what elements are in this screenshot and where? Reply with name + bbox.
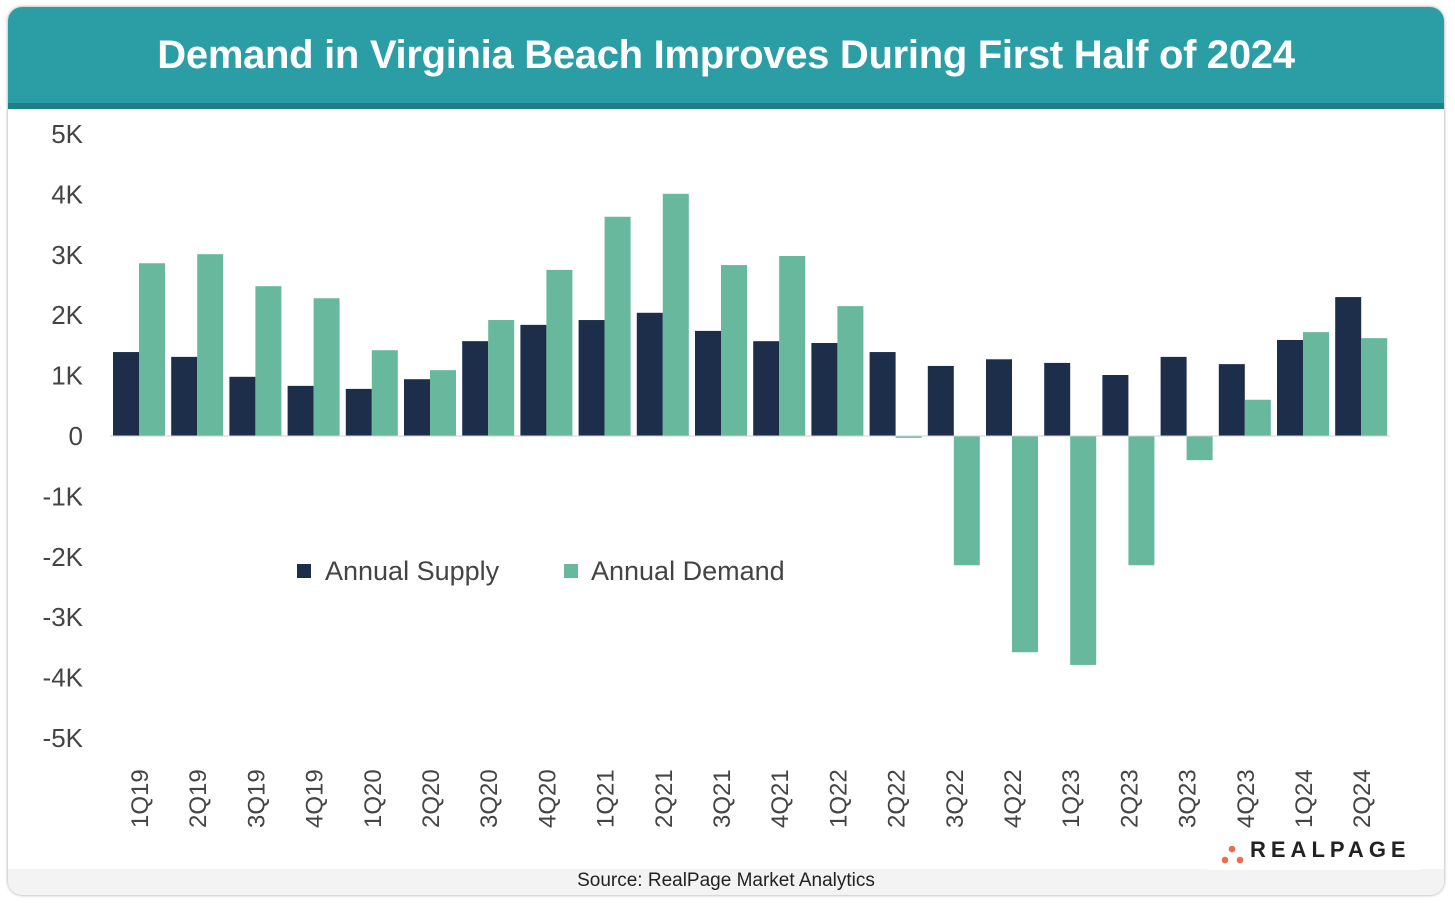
- y-tick-label: 0: [69, 421, 83, 451]
- bar-demand: [721, 265, 747, 436]
- bar-demand: [1012, 436, 1038, 653]
- x-tick-label: 3Q20: [476, 769, 503, 828]
- bar-demand: [1244, 399, 1271, 436]
- x-tick-label: 4Q23: [1233, 769, 1260, 828]
- bar-demand: [255, 286, 282, 436]
- y-tick-label: 5K: [51, 119, 83, 149]
- bar-supply: [869, 352, 896, 436]
- bar-supply: [1102, 374, 1129, 436]
- bar-demand: [197, 254, 224, 436]
- y-tick-label: 3K: [51, 240, 83, 270]
- x-tick-label: 1Q23: [1058, 769, 1085, 828]
- x-tick-label: 2Q19: [185, 769, 212, 828]
- bar-demand: [546, 269, 573, 436]
- y-tick-label: 1K: [51, 361, 83, 391]
- x-tick-label: 1Q24: [1291, 769, 1318, 828]
- bar-demand: [1186, 436, 1213, 461]
- x-tick-label: 2Q23: [1116, 769, 1143, 828]
- bar-supply: [1277, 339, 1303, 436]
- bar-supply: [1044, 362, 1071, 436]
- y-tick-label: -2K: [43, 542, 84, 572]
- bar-demand: [604, 216, 631, 436]
- y-tick-label: -5K: [43, 723, 84, 753]
- bar-demand: [1361, 338, 1388, 436]
- bar-supply: [753, 341, 780, 436]
- x-tick-label: 3Q21: [709, 769, 736, 828]
- bar-demand: [430, 370, 456, 436]
- bar-demand: [953, 436, 980, 566]
- logo-dots-icon: [1221, 845, 1244, 864]
- y-tick-label: 4K: [51, 179, 83, 209]
- x-tick-label: 2Q20: [418, 769, 445, 828]
- bar-supply: [811, 342, 838, 436]
- bar-demand: [371, 350, 398, 436]
- x-tick-label: 1Q19: [127, 769, 154, 828]
- bar-supply: [171, 356, 198, 436]
- x-tick-label: 2Q21: [651, 769, 678, 828]
- bar-supply: [520, 324, 547, 436]
- chart-title: Demand in Virginia Beach Improves During…: [157, 32, 1295, 77]
- bar-supply: [229, 376, 256, 436]
- y-tick-label: -4K: [43, 663, 84, 693]
- bar-supply: [287, 385, 314, 436]
- bar-demand: [1303, 332, 1329, 436]
- x-tick-label: 2Q22: [884, 769, 911, 828]
- bar-demand: [139, 263, 165, 436]
- x-tick-label: 4Q19: [302, 769, 329, 828]
- y-tick-label: -3K: [43, 602, 84, 632]
- x-tick-label: 3Q22: [942, 769, 969, 828]
- logo-text: REALPAGE: [1250, 837, 1411, 862]
- legend-swatch-demand: [564, 564, 578, 578]
- x-tick-label: 4Q21: [767, 769, 794, 828]
- bar-supply: [636, 312, 663, 436]
- bar-supply: [1335, 297, 1362, 436]
- bar-supply: [462, 341, 489, 436]
- bar-supply: [1160, 356, 1187, 436]
- bar-supply: [1218, 364, 1245, 436]
- x-tick-label: 3Q23: [1175, 769, 1202, 828]
- x-tick-label: 1Q21: [593, 769, 620, 828]
- legend-label: Annual Supply: [325, 556, 500, 586]
- source-note: Source: RealPage Market Analytics: [8, 869, 1444, 895]
- x-tick-label: 1Q20: [360, 769, 387, 828]
- bar-demand: [895, 436, 922, 438]
- bar-supply: [113, 352, 139, 436]
- bar-demand: [1128, 436, 1155, 566]
- title-bar: Demand in Virginia Beach Improves During…: [8, 7, 1444, 109]
- x-tick-label: 1Q22: [825, 769, 852, 828]
- bar-demand: [779, 256, 806, 436]
- y-tick-label: -1K: [43, 481, 84, 511]
- y-tick-label: 2K: [51, 300, 83, 330]
- x-tick-label: 4Q22: [1000, 769, 1027, 828]
- bar-supply: [578, 320, 605, 436]
- bar-demand: [837, 306, 864, 436]
- x-tick-label: 3Q19: [243, 769, 270, 828]
- legend-label: Annual Demand: [591, 556, 785, 586]
- bar-supply: [345, 388, 372, 436]
- realpage-logo: REALPAGE: [1204, 830, 1424, 870]
- bar-supply: [695, 330, 721, 436]
- bar-supply: [927, 365, 954, 436]
- bar-demand: [1070, 436, 1097, 665]
- bar-supply: [986, 359, 1012, 436]
- bar-demand: [313, 298, 340, 436]
- bar-demand: [662, 193, 689, 436]
- legend-swatch-supply: [297, 564, 311, 578]
- bar-supply: [404, 379, 430, 436]
- x-tick-label: 4Q20: [534, 769, 561, 828]
- x-tick-label: 2Q24: [1349, 769, 1376, 828]
- bar-demand: [488, 320, 515, 436]
